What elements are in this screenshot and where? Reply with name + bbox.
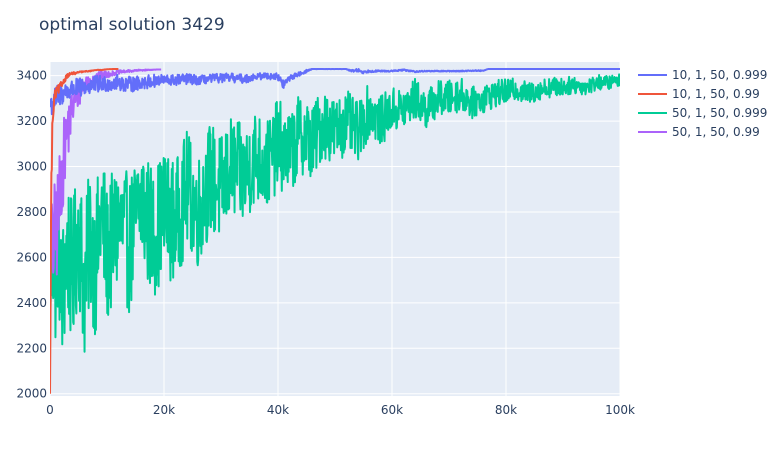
legend-label: 10, 1, 50, 0.99	[672, 87, 760, 101]
x-tick-label: 40k	[267, 403, 289, 417]
x-tick-label: 100k	[605, 403, 635, 417]
x-axis: 0 20k 40k 60k 80k 100k	[46, 403, 635, 417]
legend-item[interactable]: 10, 1, 50, 0.99	[638, 87, 760, 101]
x-tick-label: 60k	[381, 403, 403, 417]
legend[interactable]: 10, 1, 50, 0.999 10, 1, 50, 0.99 50, 1, 50…	[638, 68, 767, 139]
y-tick-label: 2400	[16, 296, 47, 310]
y-tick-label: 2200	[16, 341, 47, 355]
legend-item[interactable]: 50, 1, 50, 0.99	[638, 125, 760, 139]
y-tick-label: 3000	[16, 160, 47, 174]
series-layer	[50, 68, 620, 394]
chart-title: optimal solution 3429	[39, 15, 225, 35]
legend-label: 50, 1, 50, 0.999	[672, 106, 767, 120]
y-tick-label: 2600	[16, 250, 47, 264]
y-axis: 2000 2200 2400 2600 2800 3000 3200 3400	[16, 69, 47, 401]
y-tick-label: 3200	[16, 114, 47, 128]
y-tick-label: 2000	[16, 387, 47, 401]
x-tick-label: 0	[46, 403, 54, 417]
x-tick-label: 80k	[495, 403, 517, 417]
y-tick-label: 3400	[16, 69, 47, 83]
series-line	[50, 68, 620, 116]
series-line	[50, 73, 620, 353]
legend-label: 50, 1, 50, 0.99	[672, 125, 760, 139]
x-tick-label: 20k	[153, 403, 175, 417]
legend-item[interactable]: 10, 1, 50, 0.999	[638, 68, 767, 82]
series-line	[50, 68, 119, 394]
series-line	[50, 68, 162, 316]
legend-item[interactable]: 50, 1, 50, 0.999	[638, 106, 767, 120]
legend-label: 10, 1, 50, 0.999	[672, 68, 767, 82]
y-tick-label: 2800	[16, 205, 47, 219]
